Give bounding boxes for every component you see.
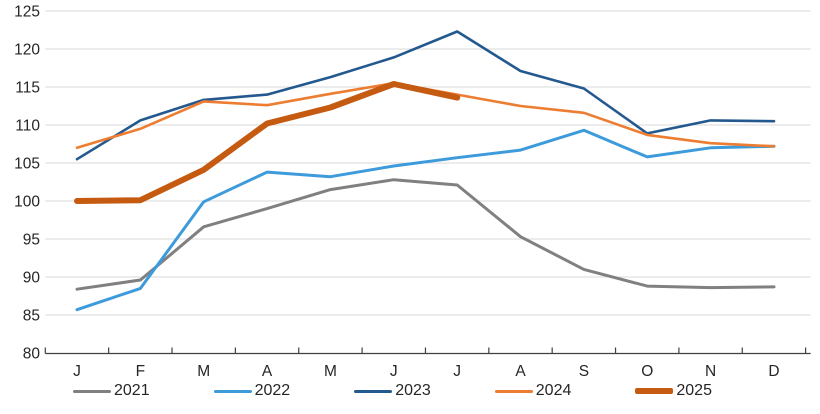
y-axis-tick-label: 95 [23, 232, 40, 249]
x-axis-tick-label: S [579, 363, 589, 380]
x-axis-tick-label: A [515, 363, 526, 380]
x-axis-tick-label: J [390, 363, 398, 380]
legend-label: 2023 [395, 382, 431, 399]
legend-label: 2022 [254, 382, 291, 399]
y-axis-tick-label: 125 [14, 4, 40, 21]
y-axis-tick-label: 105 [14, 156, 40, 173]
y-axis-tick-label: 100 [14, 194, 40, 211]
y-axis-tick-label: 115 [15, 80, 40, 97]
x-axis-tick-label: J [453, 363, 461, 380]
x-axis-tick-label: N [705, 363, 716, 380]
legend-swatch-2023 [354, 389, 393, 393]
y-axis-tick-label: 120 [14, 42, 40, 59]
x-axis-tick-label: D [768, 363, 779, 380]
legend-label: 2021 [114, 382, 150, 399]
legend-swatch-2025 [635, 388, 674, 394]
x-axis-tick-label: O [641, 363, 653, 380]
x-axis-tick-label: M [197, 363, 210, 380]
legend-item-2025: 2025 [635, 383, 712, 399]
x-axis-tick-label: F [136, 363, 145, 380]
legend-swatch-2021 [73, 389, 111, 393]
legend-item-2022: 2022 [213, 382, 291, 399]
legend-swatch-2024 [494, 389, 533, 393]
legend-swatch-2022 [213, 389, 252, 393]
x-axis-tick-label: M [324, 363, 337, 380]
x-axis-tick-label: J [73, 363, 81, 380]
legend-item-2021: 2021 [73, 383, 150, 399]
legend-item-2023: 2023 [354, 383, 431, 399]
chart-legend: 2021 2022 2023 2024 2025 [0, 383, 820, 399]
y-axis-tick-label: 80 [23, 346, 41, 363]
x-axis-tick-label: A [262, 363, 273, 380]
legend-label: 2024 [535, 382, 572, 399]
series-line-2025 [74, 81, 461, 204]
legend-label: 2025 [676, 382, 712, 399]
series-line-2021 [75, 178, 776, 291]
y-axis-tick-label: 110 [15, 118, 40, 135]
series-line-2022 [75, 128, 776, 312]
legend-item-2024: 2024 [494, 382, 572, 399]
y-axis-tick-label: 85 [23, 308, 40, 325]
series-line-2023 [75, 30, 776, 161]
y-axis-tick-label: 90 [23, 270, 41, 287]
